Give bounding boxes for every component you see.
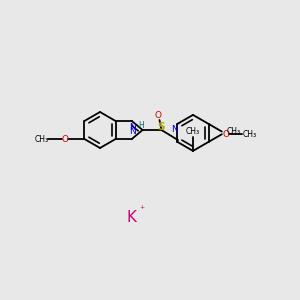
Text: CH₃: CH₃ [243,130,257,139]
Text: CH₃: CH₃ [186,127,200,136]
Text: O: O [222,130,229,139]
Text: CH₃: CH₃ [34,134,49,143]
Text: O: O [155,112,162,121]
Text: CH₃: CH₃ [227,127,241,136]
Text: N: N [129,128,136,136]
Text: S: S [158,122,165,132]
Text: O: O [62,134,69,143]
Text: N: N [171,125,178,134]
Text: N: N [129,124,136,133]
Text: H: H [138,122,144,130]
Text: K: K [127,211,137,226]
Text: ⁺: ⁺ [140,205,145,215]
